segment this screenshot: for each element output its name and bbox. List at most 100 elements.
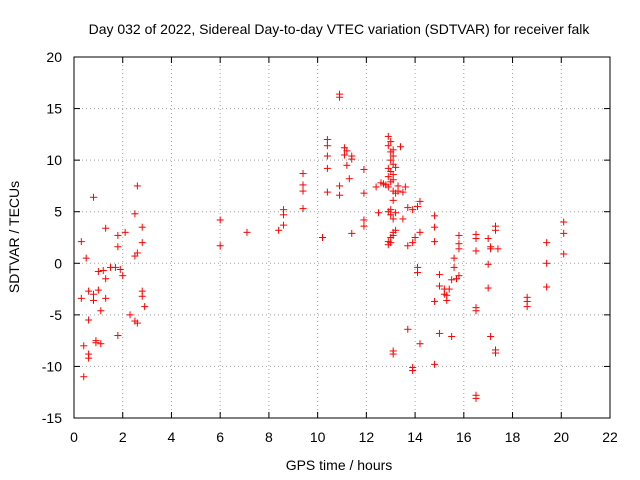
data-point [138,223,146,231]
data-point [85,316,93,324]
data-point [404,242,412,250]
data-point [443,296,451,304]
data-point [409,206,417,214]
data-point [126,311,134,319]
chart-title: Day 032 of 2022, Sidereal Day-to-day VTE… [89,21,591,37]
plot-frame [73,56,611,419]
data-point [89,290,97,298]
data-point [133,182,141,190]
data-point [494,245,502,253]
data-point [487,245,495,253]
data-point [138,239,146,247]
data-point [114,331,122,339]
y-tick-label: 20 [46,49,62,65]
data-point [280,221,288,229]
data-point [94,268,102,276]
data-point [94,286,102,294]
data-point [299,205,307,213]
data-point [472,247,480,255]
data-point [348,229,356,237]
data-point [472,235,480,243]
data-point [416,228,424,236]
data-point [399,215,407,223]
data-point [389,215,397,223]
data-point [491,226,499,234]
gridlines [74,57,610,418]
data-point [97,340,105,348]
data-point [389,152,397,160]
data-point [455,245,463,253]
data-point [360,189,368,197]
data-point [99,267,107,275]
data-point [435,282,443,290]
x-tick-label: 16 [456,429,472,445]
y-tick-label: -10 [42,358,62,374]
data-point [384,183,392,191]
data-point [384,132,392,140]
data-point [336,191,344,199]
data-point [114,243,122,251]
data-point [455,231,463,239]
data-point [450,254,458,262]
y-tick-label: -15 [42,410,62,426]
data-point [92,339,100,347]
data-point [431,360,439,368]
data-point [401,183,409,191]
data-point [89,193,97,201]
data-point [216,242,224,250]
data-point [487,333,495,341]
data-point [387,138,395,146]
data-point [85,287,93,295]
data-point [77,238,85,246]
data-point [455,272,463,280]
data-point [319,234,327,241]
data-point [82,254,90,262]
data-point [416,340,424,348]
data-point [523,303,531,311]
data-point [387,211,395,219]
data-point [560,229,568,237]
data-point [389,146,397,154]
x-axis-label: GPS time / hours [286,457,393,473]
data-point [323,136,331,144]
y-tick-label: 0 [54,255,62,271]
data-point [280,211,288,219]
data-point [372,183,380,191]
data-point [375,209,383,217]
data-point [414,203,422,211]
data-point [336,182,344,190]
data-point [431,223,439,231]
y-tick-label: -5 [50,307,63,323]
data-point [543,259,551,267]
data-point [299,187,307,195]
x-tick-label: 8 [265,429,273,445]
data-point [404,325,412,333]
data-point [323,152,331,160]
data-point [275,226,283,234]
x-tick-label: 6 [216,429,224,445]
data-point [360,165,368,173]
data-point [448,276,456,284]
data-point [340,151,348,159]
data-point [431,212,439,220]
data-point [243,228,251,236]
data-point [89,296,97,304]
data-point [121,228,129,236]
y-tick-label: 10 [46,152,62,168]
data-point [409,367,417,375]
data-point [392,226,400,234]
y-axis-label: SDTVAR / TECUs [6,181,22,293]
data-point [431,297,439,305]
data-point [102,275,110,283]
x-tick-label: 22 [602,429,618,445]
x-tick-label: 14 [407,429,423,445]
data-point [389,231,397,239]
data-point [414,269,422,277]
y-axis: -15 -10 -5 0 5 10 15 20 [42,49,610,426]
data-point [77,294,85,302]
data-point [560,250,568,258]
data-point [472,307,480,315]
data-point [435,329,443,337]
data-point [80,373,88,381]
series-sdtvar [77,90,568,402]
